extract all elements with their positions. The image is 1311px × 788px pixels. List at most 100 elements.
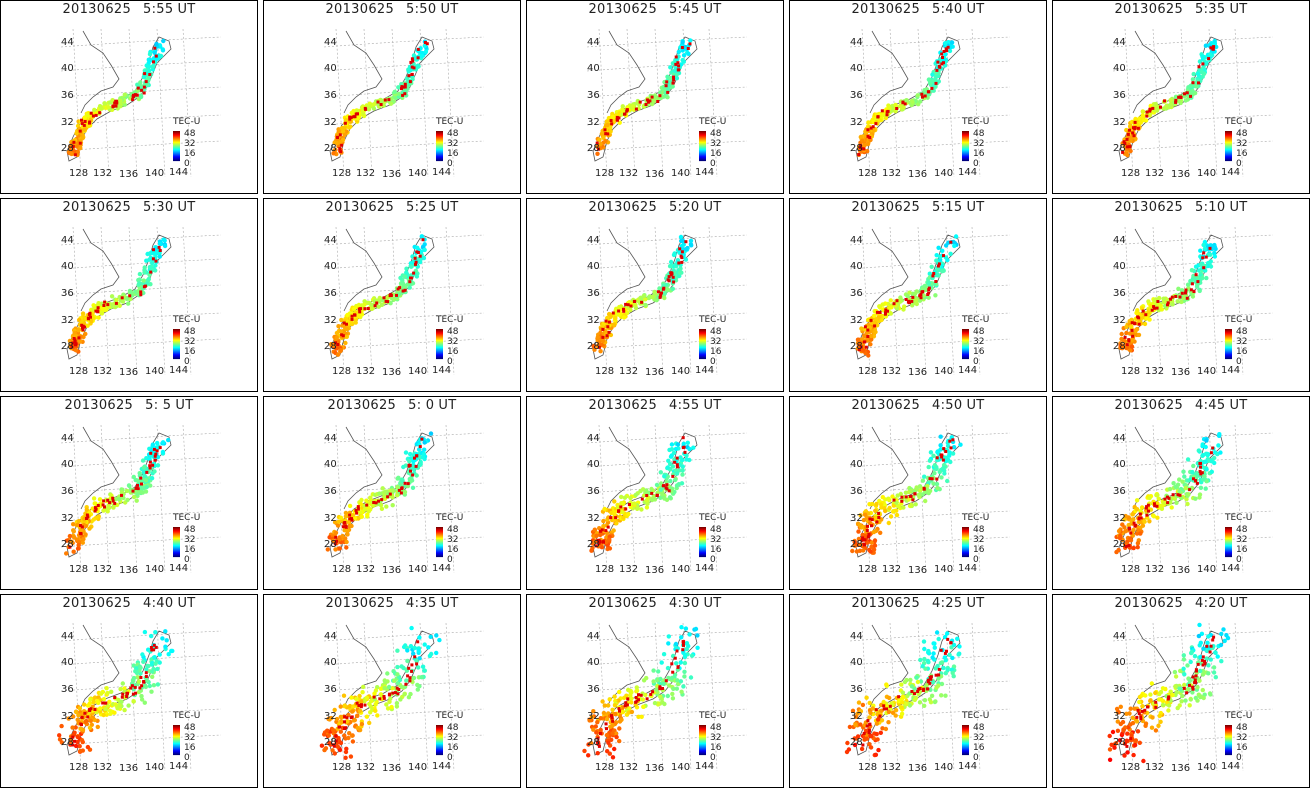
tec-dot <box>658 470 663 475</box>
colorbar-swatch <box>1225 551 1232 553</box>
tec-dot <box>1191 273 1196 279</box>
tec-red-marker <box>617 116 621 120</box>
asia-coastline <box>606 426 646 510</box>
tec-dot <box>1174 500 1179 505</box>
longitude-label: 140 <box>671 564 690 575</box>
tec-red-marker <box>604 319 608 323</box>
latitude-label: 40 <box>1113 63 1126 74</box>
tec-dots <box>1114 432 1223 555</box>
tec-dot <box>932 471 937 476</box>
colorbar-swatch <box>699 141 706 143</box>
colorbar-swatch <box>962 151 969 153</box>
longitude-line <box>391 28 401 178</box>
tec-dot <box>342 132 347 137</box>
tec-red-marker <box>938 65 942 69</box>
tec-red-marker <box>136 487 140 491</box>
tec-red-marker <box>358 310 362 314</box>
tec-dot <box>71 549 76 554</box>
colorbar-swatch <box>436 138 443 140</box>
colorbar-swatch <box>173 337 180 339</box>
colorbar-swatch <box>962 536 969 538</box>
tec-red-marker <box>868 517 872 521</box>
tec-dot <box>595 334 601 340</box>
colorbar-tick: 32 <box>447 337 458 347</box>
tec-red-marker <box>86 316 90 320</box>
colorbar-swatch <box>1225 354 1232 356</box>
tec-red-marker <box>617 309 621 313</box>
colorbar-title: TEC-U <box>1224 117 1252 127</box>
longitude-label: 144 <box>432 167 451 178</box>
panel-time: 4:50 <box>932 398 963 413</box>
colorbar-swatch <box>173 157 180 159</box>
tec-dot <box>347 503 353 509</box>
tec-red-marker <box>149 451 153 455</box>
tec-map-panel: 20130625 5:30 UT 44 40 36 32 28 128 132 136 140 144 T… <box>0 198 258 392</box>
colorbar-swatch <box>699 158 706 160</box>
tec-dot <box>1161 299 1167 305</box>
colorbar-swatch <box>1225 137 1232 139</box>
tec-dot <box>124 488 129 494</box>
tec-dot <box>101 508 106 513</box>
tec-dot <box>153 263 158 268</box>
tec-dot <box>1128 538 1134 543</box>
latitude-line <box>849 432 1011 444</box>
colorbar-swatch <box>962 551 969 553</box>
tec-red-marker <box>880 109 884 113</box>
colorbar-swatch <box>173 550 180 552</box>
tec-red-marker <box>675 465 679 469</box>
tec-dot <box>668 478 673 484</box>
tec-red-marker <box>1194 479 1198 483</box>
tec-red-marker <box>883 312 887 316</box>
tec-red-marker <box>1184 288 1188 292</box>
colorbar-swatch <box>436 531 443 533</box>
latitude-line <box>1112 36 1274 48</box>
colorbar-swatch <box>962 160 969 162</box>
tec-dot <box>1191 71 1196 77</box>
latitude-label: 32 <box>1113 513 1126 524</box>
tec-dot <box>1139 505 1145 510</box>
tec-dot <box>1130 331 1135 336</box>
tec-red-marker <box>597 147 600 151</box>
tec-dot <box>1191 463 1196 469</box>
longitude-label: 132 <box>619 168 638 179</box>
longitude-label: 140 <box>934 564 953 575</box>
colorbar-swatch <box>1225 348 1232 350</box>
tec-dot <box>150 442 156 447</box>
longitude-label: 132 <box>1145 168 1164 179</box>
tec-dot <box>135 82 140 87</box>
colorbar-swatch <box>173 136 180 138</box>
colorbar-swatch <box>173 546 180 548</box>
tec-dot <box>891 509 896 514</box>
colorbar-swatch <box>1225 544 1232 546</box>
tec-dot <box>351 306 357 311</box>
tec-red-marker <box>1202 251 1206 255</box>
colorbar-tick: 16 <box>973 149 985 159</box>
tec-dot <box>672 252 677 257</box>
tec-dot <box>860 138 865 143</box>
colorbar-swatch <box>173 537 180 539</box>
longitude-label: 136 <box>908 565 927 576</box>
tec-dot <box>608 314 613 319</box>
longitude-line <box>708 226 718 376</box>
colorbar-tick: 48 <box>1236 129 1248 139</box>
longitude-line <box>708 28 718 178</box>
tec-dot <box>669 442 675 447</box>
tec-dot <box>144 484 149 490</box>
tec-red-marker <box>941 458 945 462</box>
tec-dot <box>936 245 941 250</box>
tec-red-marker <box>157 245 161 249</box>
colorbar-swatch <box>699 540 706 542</box>
tec-red-marker <box>342 521 346 525</box>
colorbar-swatch <box>436 332 443 334</box>
tec-red-marker <box>420 437 424 441</box>
colorbar-swatch <box>699 530 706 532</box>
colorbar-swatch <box>699 345 706 347</box>
latitude-line <box>586 60 748 72</box>
colorbar-swatch <box>962 345 969 347</box>
longitude-label: 132 <box>93 366 112 377</box>
tec-dots <box>595 38 693 156</box>
tec-red-marker <box>98 111 102 115</box>
